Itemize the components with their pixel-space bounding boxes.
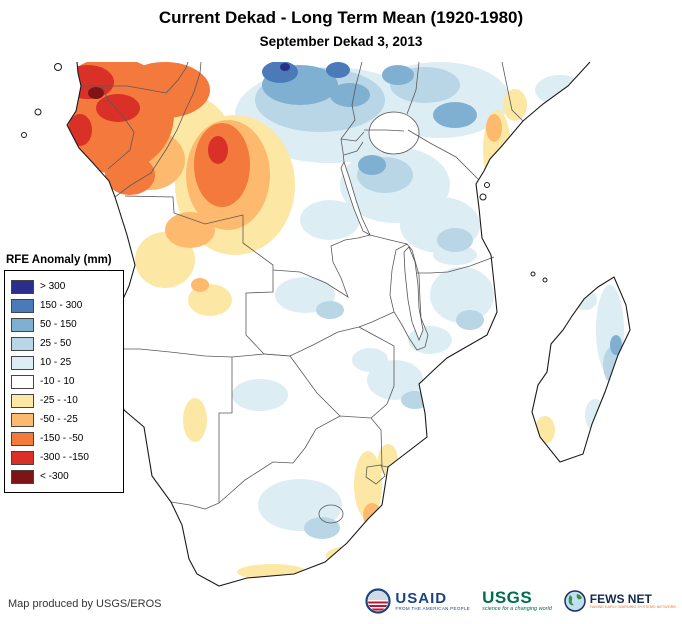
legend-swatch — [11, 412, 34, 427]
logo-strip: USAID FROM THE AMERICAN PEOPLE USGS scie… — [365, 588, 676, 614]
legend-swatch — [11, 374, 34, 389]
legend-items: > 300 150 - 300 50 - 150 25 - 50 10 - 25… — [4, 270, 124, 493]
legend-item: -300 - -150 — [11, 448, 115, 467]
legend-swatch — [11, 450, 34, 465]
borders-layer — [81, 61, 524, 524]
legend-swatch — [11, 431, 34, 446]
legend-item-label: -25 - -10 — [40, 395, 78, 406]
legend-item: -10 - 10 — [11, 372, 115, 391]
legend-item-label: > 300 — [40, 281, 66, 292]
legend-item-label: 150 - 300 — [40, 300, 83, 311]
fewsnet-tagline: FAMINE EARLY WARNING SYSTEMS NETWORK — [589, 605, 676, 610]
map-credit: Map produced by USGS/EROS — [8, 598, 162, 610]
legend-title: RFE Anomaly (mm) — [6, 254, 112, 266]
anomaly-layer — [67, 62, 624, 580]
usaid-seal-icon — [365, 588, 392, 614]
legend-item-label: 25 - 50 — [40, 338, 72, 349]
legend-item: -50 - -25 — [11, 410, 115, 429]
legend-item: 10 - 25 — [11, 353, 115, 372]
legend-item-label: -300 - -150 — [40, 452, 89, 463]
legend-item: 150 - 300 — [11, 296, 115, 315]
usaid-tagline: FROM THE AMERICAN PEOPLE — [395, 605, 471, 611]
legend-item-label: -150 - -50 — [40, 433, 84, 444]
legend: RFE Anomaly (mm) > 300 150 - 300 50 - 15… — [4, 254, 124, 493]
usgs-tagline: science for a changing world — [482, 606, 552, 613]
legend-swatch — [11, 279, 34, 294]
legend-swatch — [11, 336, 34, 351]
legend-item: 50 - 150 — [11, 315, 115, 334]
fewsnet-globe-icon — [564, 590, 586, 612]
legend-swatch — [11, 317, 34, 332]
usgs-wordmark: USGS — [482, 588, 533, 608]
legend-item: -25 - -10 — [11, 391, 115, 410]
legend-item-label: 50 - 150 — [40, 319, 77, 330]
legend-swatch — [11, 298, 34, 313]
page-title: Current Dekad - Long Term Mean (1920-198… — [158, 8, 524, 27]
legend-swatch — [11, 393, 34, 408]
usaid-wordmark: USAID — [395, 589, 448, 607]
usgs-logo: USGS science for a changing world — [482, 589, 552, 613]
legend-item-label: -10 - 10 — [40, 376, 75, 387]
legend-item: > 300 — [11, 277, 115, 296]
coastline-layer — [21, 61, 631, 587]
legend-item-label: < -300 — [40, 471, 69, 482]
usaid-logo: USAID FROM THE AMERICAN PEOPLE — [365, 588, 470, 614]
lakes-layer — [340, 111, 424, 342]
legend-item-label: -50 - -25 — [40, 414, 78, 425]
legend-item: < -300 — [11, 467, 115, 486]
legend-swatch — [11, 469, 34, 484]
page-subtitle: September Dekad 3, 2013 — [259, 34, 423, 49]
legend-swatch — [11, 355, 34, 370]
legend-item: -150 - -50 — [11, 429, 115, 448]
fewsnet-logo: FEWS NET FAMINE EARLY WARNING SYSTEMS NE… — [564, 590, 676, 612]
legend-item: 25 - 50 — [11, 334, 115, 353]
legend-item-label: 10 - 25 — [40, 357, 72, 368]
fewsnet-wordmark: FEWS NET — [589, 591, 652, 606]
